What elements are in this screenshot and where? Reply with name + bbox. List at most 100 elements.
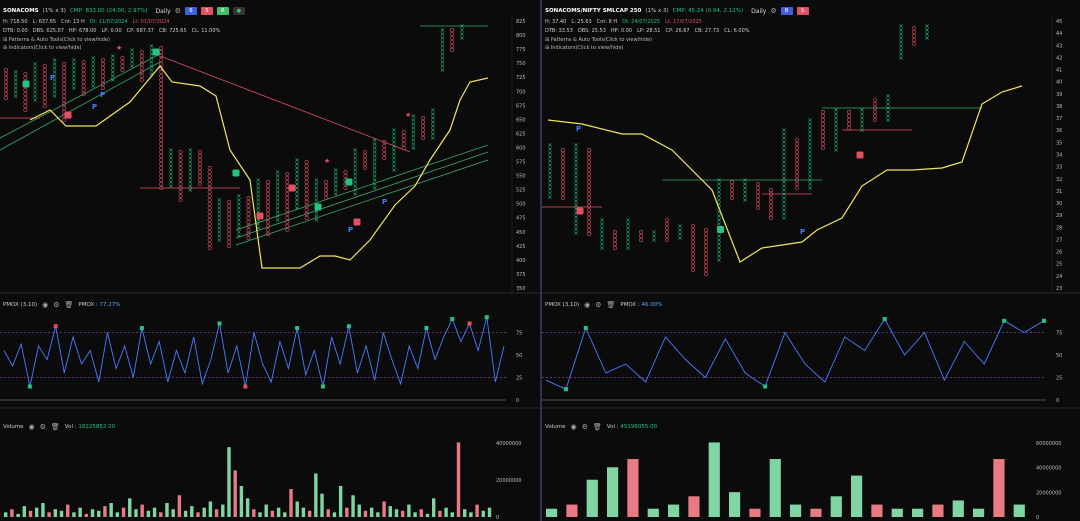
right-indicators-toggle[interactable]: ⊞ Indicators(Click to view/hide) [545, 45, 624, 51]
pnf-o-mark [81, 76, 86, 80]
trash-icon[interactable]: 🗑 [64, 301, 74, 309]
pnf-x-mark [430, 132, 435, 136]
pnf-x-mark [372, 138, 377, 142]
volume-bar [891, 508, 903, 517]
pnf-x-mark [372, 150, 377, 154]
right-symbol[interactable]: SONACOMS/NIFTY SMLCAP 250 [545, 8, 642, 14]
bull-button[interactable]: B [780, 7, 793, 15]
pnf-o-mark [265, 200, 270, 204]
pnf-o-mark [62, 70, 67, 74]
pnf-x-mark [130, 52, 134, 56]
price-tick-label: 40 [1056, 80, 1062, 86]
left-price-chart[interactable]: 825 800 775 750 725 700 675 650 625 600 575 550 525 5… [0, 0, 540, 295]
pnf-x-mark [548, 191, 552, 195]
gear-icon[interactable]: ⚙ [581, 423, 588, 431]
pnf-x-mark [717, 242, 721, 246]
pnf-o-mark [911, 34, 916, 38]
gear-icon[interactable]: ⚙ [53, 301, 60, 309]
pnf-x-mark [33, 82, 37, 86]
pnf-x-mark [440, 60, 445, 64]
pnf-x-mark [72, 82, 76, 86]
pnf-x-mark [372, 178, 377, 182]
pnf-o-mark [665, 226, 670, 230]
sync-icon[interactable]: ● [232, 7, 245, 15]
right-pmox-chart[interactable]: 75 50 25 0 [542, 300, 1080, 410]
price-tick-label: 775 [516, 47, 526, 53]
pnf-o-mark [586, 200, 591, 204]
pnf-o-mark [665, 234, 670, 238]
volume-bar [607, 467, 619, 517]
volume-bar [932, 504, 944, 517]
left-pmox-chart[interactable]: 75 50 25 0 [0, 300, 540, 410]
pnf-o-mark [304, 184, 309, 188]
pnf-o-mark [246, 220, 251, 224]
pnf-x-mark [256, 222, 261, 226]
pnf-x-mark [717, 238, 721, 242]
volume-bar [688, 496, 700, 517]
pnf-x-mark [91, 76, 96, 80]
pnf-o-mark [62, 86, 67, 90]
volume-bar [252, 509, 256, 517]
left-volume-chart[interactable]: 40000000 20000000 0 [0, 421, 540, 521]
pnf-o-mark [139, 74, 144, 78]
sell-button[interactable]: S [796, 7, 809, 15]
pnf-x-mark [275, 178, 280, 182]
pnf-o-mark [362, 154, 367, 158]
pnf-o-mark [586, 188, 591, 192]
right-patterns-toggle[interactable]: ⊞ Patterns & Auto Tools(Click to view/hi… [545, 37, 652, 43]
volume-bar [357, 504, 361, 517]
pnf-o-mark [691, 228, 696, 232]
pattern-p-label: P [382, 198, 387, 206]
refresh-button[interactable]: R [216, 7, 229, 15]
pnf-o-mark [198, 154, 203, 158]
panel-divider[interactable] [540, 0, 542, 521]
eye-icon[interactable]: ◉ [28, 423, 35, 431]
pnf-o-mark [198, 150, 203, 154]
pnf-x-mark [925, 24, 929, 28]
right-timeframe[interactable]: Daily [751, 7, 767, 15]
right-volume-chart[interactable]: 60000000 40000000 20000000 0 [542, 421, 1080, 521]
trash-icon[interactable]: 🗑 [606, 301, 616, 309]
eye-icon[interactable]: ◉ [584, 301, 591, 309]
gear-icon[interactable]: ⚙ [595, 301, 602, 309]
pnf-o-mark [246, 204, 251, 208]
left-indicators-toggle[interactable]: ⊞ Indicators(Click to view/hide) [3, 45, 82, 51]
bull-button[interactable]: B [184, 7, 197, 15]
pmox-extreme-marker [467, 321, 472, 326]
pnf-o-mark [178, 162, 183, 166]
pnf-x-mark [600, 230, 604, 234]
gear-icon[interactable]: ⚙ [174, 7, 181, 15]
pnf-x-mark [899, 52, 903, 56]
pnf-o-mark [704, 264, 709, 268]
pnf-o-mark [730, 188, 735, 192]
eye-icon[interactable]: ◉ [570, 423, 577, 431]
pnf-x-mark [52, 70, 57, 74]
pnf-o-mark [227, 236, 232, 240]
pnf-o-mark [159, 94, 164, 98]
pnf-x-mark [574, 191, 578, 195]
pnf-x-mark [574, 231, 578, 235]
pnf-o-mark [343, 186, 348, 190]
left-patterns-toggle[interactable]: ⊞ Patterns & Auto Tools(Click to view/hi… [3, 37, 110, 43]
sell-button[interactable]: S [200, 7, 213, 15]
pnf-o-mark [846, 110, 851, 114]
volume-bar [53, 509, 58, 517]
gear-icon[interactable]: ⚙ [39, 423, 46, 431]
right-price-chart[interactable]: 45 44 43 42 41 40 39 38 37 36 35 34 33 32 31 30 29 28 27 26… [542, 0, 1080, 295]
gear-icon[interactable]: ⚙ [770, 7, 777, 15]
pnf-o-mark [139, 66, 144, 70]
pnf-o-mark [586, 152, 591, 156]
trash-icon[interactable]: 🗑 [50, 423, 60, 431]
pnf-x-mark [626, 230, 630, 234]
pnf-o-mark [178, 174, 183, 178]
left-timeframe[interactable]: Daily [155, 7, 171, 15]
trash-icon[interactable]: 🗑 [592, 423, 602, 431]
pnf-x-mark [548, 147, 552, 151]
eye-icon[interactable]: ◉ [42, 301, 49, 309]
volume-bar [196, 512, 200, 517]
pnf-x-mark [808, 130, 812, 134]
left-symbol[interactable]: SONACOMS [3, 8, 39, 14]
pnf-x-mark [782, 216, 786, 220]
pnf-x-mark [440, 44, 445, 48]
pnf-x-mark [392, 128, 396, 132]
